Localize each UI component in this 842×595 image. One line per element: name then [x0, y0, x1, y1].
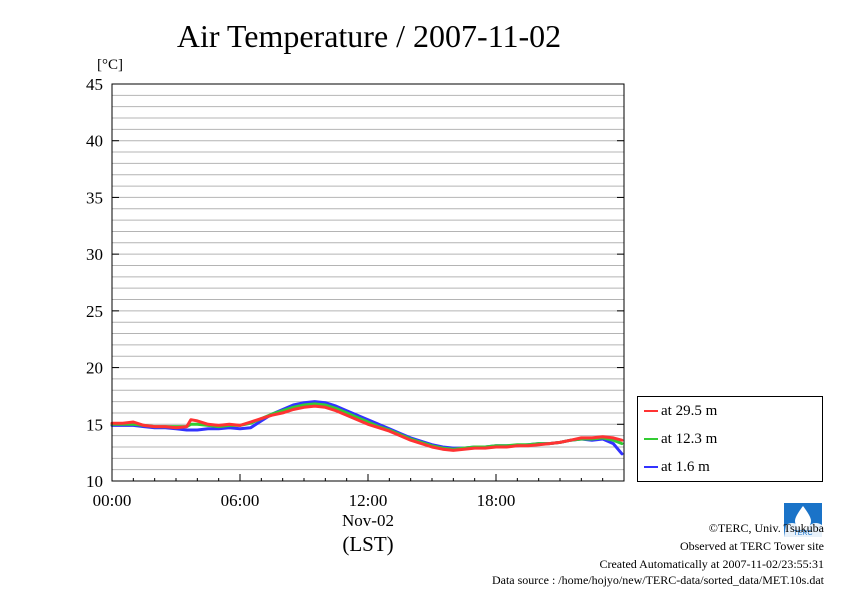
x-tick-labels: 00:00 06:00 12:00 18:00 — [93, 474, 604, 510]
legend-label: at 29.5 m — [661, 403, 718, 419]
legend-label: at 1.6 m — [661, 459, 710, 475]
legend-swatch-12-3m — [644, 438, 658, 440]
y-tick-label: 20 — [86, 359, 103, 378]
source-text: Data source : /home/hojyo/new/TERC-data/… — [491, 573, 824, 587]
y-axis-unit: [°C] — [97, 57, 123, 73]
y-tick-label: 30 — [86, 245, 103, 264]
copyright-text: ©TERC, Univ. Tsukuba — [708, 521, 824, 535]
x-tick-label: 06:00 — [221, 491, 260, 510]
created-text: Created Automatically at 2007-11-02/23:5… — [599, 557, 824, 571]
x-tick-label: 18:00 — [477, 491, 516, 510]
terc-logo-icon: TERC — [784, 503, 822, 537]
series-line-at-1-6-m — [110, 400, 624, 456]
x-tick-label: 00:00 — [93, 491, 132, 510]
legend-swatch-1-6m — [644, 466, 658, 468]
y-tick-label: 45 — [86, 75, 103, 94]
x-tick-label: 12:00 — [349, 491, 388, 510]
y-tick-labels: 10 15 20 25 30 35 40 45 — [86, 75, 624, 491]
y-tick-label: 35 — [86, 188, 103, 207]
legend-swatch-29-5m — [644, 410, 658, 412]
chart-title: Air Temperature / 2007-11-02 — [177, 18, 561, 54]
grid-lines — [112, 94, 624, 471]
plot-frame — [111, 83, 625, 482]
y-tick-label: 15 — [86, 415, 103, 434]
legend-label: at 12.3 m — [661, 431, 718, 447]
observed-text: Observed at TERC Tower site — [679, 539, 824, 553]
x-axis-title: (LST) — [342, 532, 393, 556]
y-tick-label: 25 — [86, 302, 103, 321]
logo-text: TERC — [793, 530, 812, 537]
y-tick-label: 40 — [86, 132, 103, 151]
legend: at 29.5 m at 12.3 m at 1.6 m — [637, 396, 823, 482]
series-line-at-29-5-m — [110, 404, 624, 452]
x-date-label: Nov-02 — [342, 511, 394, 530]
series-lines — [110, 400, 624, 456]
y-tick-label: 10 — [86, 472, 103, 491]
